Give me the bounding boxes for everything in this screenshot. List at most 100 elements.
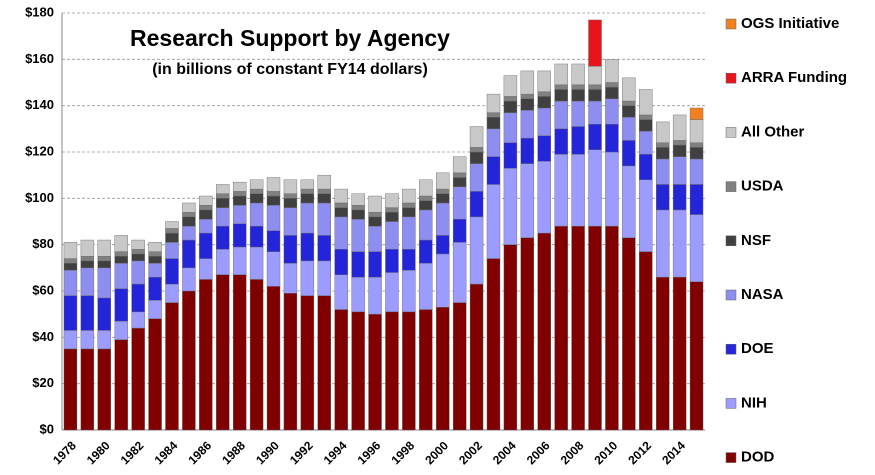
bar-segment [639, 114, 653, 120]
bar-segment [419, 309, 433, 431]
bar-segment [571, 84, 585, 90]
bar-segment [232, 195, 247, 206]
bar-segment [486, 117, 501, 130]
bar-segment [385, 272, 399, 313]
bar-segment [554, 154, 568, 227]
bar-segment [266, 205, 281, 231]
bar-segment [419, 263, 433, 310]
legend-label: OGS Initiative [741, 15, 839, 32]
bar-segment [588, 123, 602, 150]
bar-segment [672, 184, 687, 211]
bar-segment [419, 239, 433, 264]
bar-segment [300, 193, 315, 204]
bar-segment [537, 232, 551, 431]
bar-segment [165, 242, 179, 259]
bar-segment [436, 202, 450, 236]
bar-segment [148, 251, 162, 257]
bar-segment [232, 181, 247, 192]
bar-segment [402, 249, 416, 271]
bar-segment [199, 279, 213, 431]
bar-segment [520, 93, 535, 99]
bar-segment [554, 84, 568, 90]
bar-segment [216, 198, 230, 208]
bar-segment [452, 186, 467, 220]
bar-segment [486, 93, 501, 113]
legend-label: All Other [741, 123, 805, 140]
bar-segment [300, 295, 315, 431]
bar-segment [63, 258, 78, 264]
bar-segment [63, 242, 78, 259]
bar-segment [80, 256, 95, 262]
bar-segment [486, 184, 501, 259]
bar-segment [114, 339, 128, 431]
bar-segment [436, 253, 450, 308]
bar-segment [283, 179, 298, 194]
y-tick-label: $180 [25, 4, 54, 19]
bar-segment [368, 313, 382, 431]
bar-segment [385, 311, 399, 431]
bar-segment [689, 214, 704, 282]
bar-segment [266, 191, 281, 197]
bar-segment [436, 307, 450, 431]
bar-segment [419, 195, 433, 201]
bar-segment [97, 260, 112, 269]
x-tick-label: 1992 [287, 438, 316, 467]
bar-segment [334, 309, 348, 431]
x-tick-label: 1986 [185, 438, 214, 467]
bar-segment [452, 156, 467, 174]
bar-segment [639, 179, 653, 252]
bar-segment [537, 91, 551, 97]
bar-segment [216, 193, 230, 199]
bar-segment [622, 77, 636, 102]
x-tick-label: 1988 [219, 438, 248, 467]
legend-swatch [725, 452, 737, 463]
bar-segment [114, 256, 128, 264]
bar-segment [672, 276, 687, 431]
bar-segment [436, 172, 450, 190]
x-tick-label: 2014 [659, 438, 688, 467]
legend-swatch [725, 235, 737, 247]
bar-segment [520, 70, 535, 95]
bar-segment [368, 251, 382, 278]
bar-segment [334, 202, 348, 208]
bar-segment [216, 184, 230, 194]
bar-segment [622, 117, 636, 141]
x-tick-label: 1994 [321, 438, 350, 467]
bar-segment [639, 119, 653, 132]
bar-segment [266, 286, 281, 431]
bar-segment [148, 242, 162, 252]
bar-segment [655, 184, 670, 211]
bar-segment [639, 154, 653, 180]
y-tick-label: $100 [25, 190, 54, 205]
bar-segment [588, 225, 602, 431]
bar-segment [80, 267, 95, 296]
bar-segment [351, 218, 365, 252]
bar-segment [486, 112, 501, 118]
bar-segment [588, 19, 602, 67]
bar-segment [182, 212, 196, 218]
bar-segment [63, 269, 78, 296]
bar-segment [469, 216, 484, 285]
bar-segment [588, 66, 602, 86]
y-tick-label: $20 [32, 375, 54, 390]
bar-segment [605, 82, 619, 88]
bar-segment [131, 249, 145, 255]
x-tick-label: 1978 [50, 438, 79, 467]
bar-segment [232, 205, 247, 225]
bar-segment [283, 193, 298, 199]
bar-segment [97, 239, 112, 257]
bar-segment [537, 70, 551, 92]
bar-segment [503, 142, 518, 169]
bar-segment [368, 212, 382, 218]
bar-segment [182, 239, 196, 269]
legend-label: ARRA Funding [741, 69, 847, 86]
bar-segment [402, 188, 416, 204]
bar-segment [317, 188, 331, 194]
bar-segment [182, 216, 196, 227]
bar-segment [469, 126, 484, 148]
bar-segment [605, 225, 619, 431]
bar-segment [300, 188, 315, 194]
bar-segment [452, 218, 467, 243]
bar-segment [419, 179, 433, 197]
